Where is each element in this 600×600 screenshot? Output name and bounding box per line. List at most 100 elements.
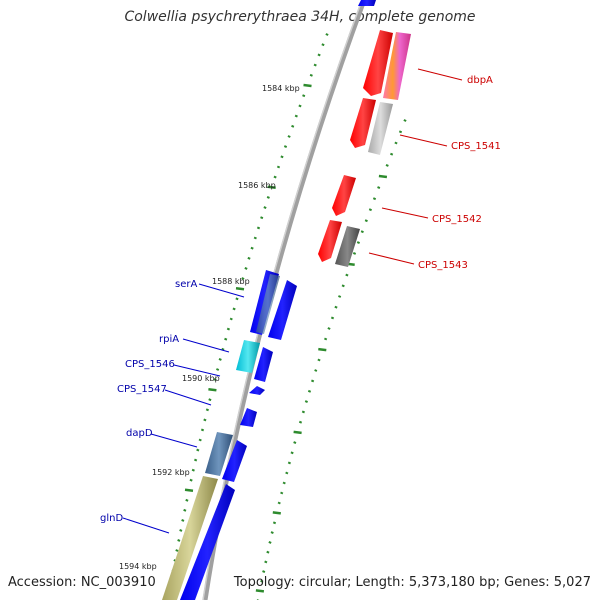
minor-tick	[272, 521, 277, 525]
minor-tick	[264, 560, 268, 564]
minor-tick	[325, 33, 329, 36]
leader-serA	[198, 283, 245, 298]
minor-tick	[253, 236, 257, 240]
scale-label-1590: 1590 kbp	[182, 374, 220, 383]
minor-tick	[287, 461, 291, 465]
gene-feature-CPS_1541-overlay	[368, 102, 393, 155]
major-tick	[378, 174, 388, 179]
gene-label-serA: serA	[175, 279, 197, 290]
minor-tick	[341, 284, 345, 288]
minor-tick	[241, 277, 245, 280]
major-tick	[303, 83, 312, 88]
gene-feature-dapD-2	[222, 440, 247, 482]
minor-tick	[285, 471, 289, 475]
gene-feature-CPS_1543	[318, 220, 342, 262]
minor-tick	[291, 124, 295, 128]
minor-tick	[280, 491, 284, 495]
minor-tick	[277, 501, 281, 505]
gene-feature-CPS_1541	[350, 98, 376, 148]
minor-tick	[301, 410, 305, 414]
minor-tick	[313, 63, 317, 67]
minor-tick	[385, 163, 389, 167]
minor-tick	[203, 418, 207, 422]
minor-tick	[266, 195, 270, 199]
minor-tick	[270, 531, 274, 535]
major-tick	[184, 488, 194, 493]
gene-feature-dbpA	[363, 30, 393, 96]
leader-CPS_1542	[381, 207, 429, 219]
leader-glnD	[122, 517, 170, 534]
gene-feature-CPS_1542	[332, 175, 356, 216]
minor-tick	[338, 295, 342, 298]
minor-tick	[205, 408, 209, 412]
minor-tick	[262, 570, 266, 574]
gene-feature-dapD	[205, 432, 233, 476]
minor-tick	[260, 579, 264, 583]
minor-tick	[398, 130, 403, 134]
minor-tick	[276, 165, 281, 169]
major-tick	[293, 430, 302, 435]
gene-label-dbpA: dbpA	[467, 75, 493, 86]
gene-feature-rpiA	[236, 340, 260, 373]
gene-label-rpiA: rpiA	[159, 334, 179, 345]
minor-tick	[394, 141, 398, 145]
gene-feature-top	[358, 0, 376, 6]
minor-tick	[247, 256, 251, 260]
leader-CPS_1546	[173, 364, 221, 377]
gene-feature-CPS_1547	[240, 408, 257, 427]
minor-tick	[216, 368, 220, 371]
minor-tick	[403, 119, 407, 122]
minor-tick	[324, 337, 328, 341]
gene-label-CPS_1542: CPS_1542	[432, 214, 482, 225]
minor-tick	[390, 152, 394, 156]
minor-tick	[185, 498, 189, 502]
scale-label-1588: 1588 kbp	[212, 277, 250, 286]
minor-tick	[352, 251, 357, 255]
minor-tick	[250, 246, 254, 250]
minor-tick	[196, 448, 200, 452]
minor-tick	[317, 358, 321, 362]
minor-tick	[263, 206, 267, 210]
minor-tick	[280, 155, 284, 159]
map-title: Colwellia psychrerythraea 34H, complete …	[124, 9, 476, 25]
minor-tick	[282, 481, 286, 485]
minor-tick	[287, 135, 291, 138]
minor-tick	[283, 145, 288, 149]
minor-tick	[179, 528, 183, 532]
scale-label-1594: 1594 kbp	[119, 562, 157, 571]
minor-tick	[356, 241, 360, 245]
minor-tick	[198, 438, 202, 442]
minor-tick	[226, 327, 230, 331]
gene-feature-CPS_1543-overlay	[335, 226, 360, 267]
minor-tick	[314, 369, 318, 372]
minor-tick	[293, 441, 297, 445]
gene-label-CPS_1546: CPS_1546	[125, 359, 175, 370]
minor-tick	[232, 307, 236, 311]
gene-feature-CPS_1546	[249, 386, 265, 395]
minor-tick	[213, 378, 217, 382]
gene-feature-rpiA-2	[254, 347, 273, 382]
major-tick	[318, 347, 327, 352]
minor-tick	[372, 197, 377, 201]
scale-label-1584: 1584 kbp	[262, 84, 300, 93]
leader-CPS_1547	[164, 389, 212, 406]
minor-tick	[307, 389, 312, 393]
tick-marks	[165, 33, 407, 600]
leader-rpiA	[182, 338, 230, 353]
gene-label-CPS_1547: CPS_1547	[117, 384, 167, 395]
minor-tick	[244, 266, 248, 270]
minor-tick	[304, 400, 308, 404]
minor-tick	[191, 468, 195, 472]
gene-feature-glnD-2	[180, 484, 235, 600]
minor-tick	[218, 357, 222, 361]
minor-tick	[334, 305, 338, 309]
gene-label-dapD: dapD	[126, 428, 153, 439]
minor-tick	[309, 73, 313, 77]
minor-tick	[345, 273, 349, 277]
gene-label-CPS_1543: CPS_1543	[418, 260, 468, 271]
minor-tick	[273, 175, 277, 179]
minor-tick	[290, 451, 294, 455]
gene-feature-glnD	[162, 476, 218, 600]
minor-tick	[294, 114, 298, 118]
